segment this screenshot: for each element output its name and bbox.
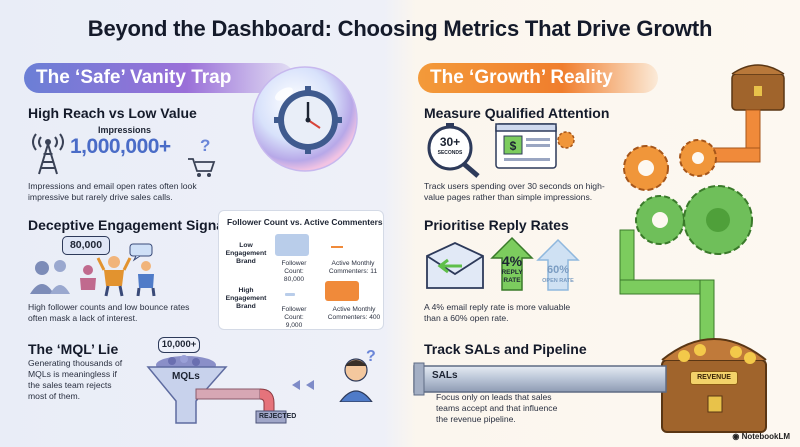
impressions-value: 1,000,000+: [70, 135, 171, 158]
rejected-label: REJECTED: [259, 413, 297, 420]
mql-heading: The ‘MQL’ Lie: [28, 341, 119, 357]
question-mark: ?: [200, 136, 211, 155]
reply-rate-arrow-icon: [490, 236, 534, 291]
open-rate-value: 60%: [546, 264, 570, 276]
sals-pipe-label: SALs: [432, 370, 458, 381]
high-brand-follower-bar: [285, 293, 295, 296]
browser-page-icon: $: [495, 123, 575, 169]
vanity-trap-banner: The ‘Safe’ Vanity Trap: [24, 63, 294, 93]
page-title: Beyond the Dashboard: Choosing Metrics T…: [87, 16, 713, 41]
mql-text: Generating thousands of MQLs is meaningl…: [28, 358, 123, 401]
card-title: Follower Count vs. Active Commenters: [227, 217, 383, 227]
timer-unit: SECONDS: [437, 150, 463, 156]
notebooklm-logo: ◉ NotebookLM: [732, 432, 790, 441]
rep-question-mark: ?: [366, 348, 376, 365]
growth-reality-banner: The ‘Growth’ Reality: [418, 63, 658, 93]
mql-count-bubble: 10,000+: [158, 337, 200, 353]
people-crowd-icon: [30, 243, 156, 297]
low-brand-follower-bar: [275, 234, 309, 256]
reply-rate-value: 4%: [501, 253, 523, 269]
pipeline-machine-icon: [619, 64, 785, 433]
clock-bubble-icon: [252, 66, 358, 172]
mql-funnel-label: MQLs: [172, 371, 200, 382]
revenue-tag: REVENUE: [690, 371, 738, 385]
sales-rep-avatar-icon: [339, 358, 373, 402]
svg-text:$: $: [510, 139, 517, 153]
low-brand-commenter-count: Active Monthly Commenters: 11: [328, 260, 378, 275]
reply-rate-label: REPLY RATE: [501, 269, 523, 284]
reach-heading: High Reach vs Low Value: [28, 105, 197, 121]
low-engagement-brand-label: Low Engagement Brand: [225, 242, 267, 265]
high-engagement-brand-label: High Engagement Brand: [225, 287, 267, 310]
attention-text: Track users spending over 30 seconds on …: [424, 181, 605, 202]
high-brand-follower-count: Follower Count: 9,000: [281, 306, 307, 329]
broadcast-tower-icon: [32, 133, 64, 175]
sals-pipe-icon: [413, 362, 667, 396]
low-brand-commenter-bar: [331, 246, 343, 248]
open-rate-label: OPEN RATE: [542, 278, 574, 284]
logo-icon: ◉: [732, 432, 742, 441]
open-rate-arrow-icon: [536, 238, 580, 291]
reply-heading: Prioritise Reply Rates: [424, 217, 569, 233]
stopwatch-magnifier-icon: [427, 123, 480, 178]
shopping-cart-icon: [188, 158, 216, 177]
low-brand-follower-count: Follower Count: 80,000: [281, 260, 307, 283]
pipeline-text: Focus only on leads that sales teams acc…: [436, 392, 558, 424]
pipeline-heading: Track SALs and Pipeline: [424, 341, 587, 357]
engagement-text: High follower counts and low bounce rate…: [28, 302, 190, 323]
mql-funnel-icon: [146, 355, 314, 424]
email-reply-icon: [426, 242, 484, 289]
timer-value: 30+: [439, 135, 461, 149]
follower-bubble: 80,000: [62, 236, 110, 255]
high-brand-commenter-count: Active Monthly Commenters: 400: [327, 306, 381, 321]
impressions-label: Impressions: [98, 125, 152, 135]
high-brand-commenter-bar: [325, 281, 359, 301]
follower-comparison-card: Follower Count vs. Active Commenters Low…: [218, 210, 384, 330]
reply-text: A 4% email reply rate is more valuable t…: [424, 302, 571, 323]
engagement-heading: Deceptive Engagement Signals: [28, 217, 236, 233]
attention-heading: Measure Qualified Attention: [424, 105, 610, 121]
reach-text: Impressions and email open rates often l…: [28, 181, 197, 202]
